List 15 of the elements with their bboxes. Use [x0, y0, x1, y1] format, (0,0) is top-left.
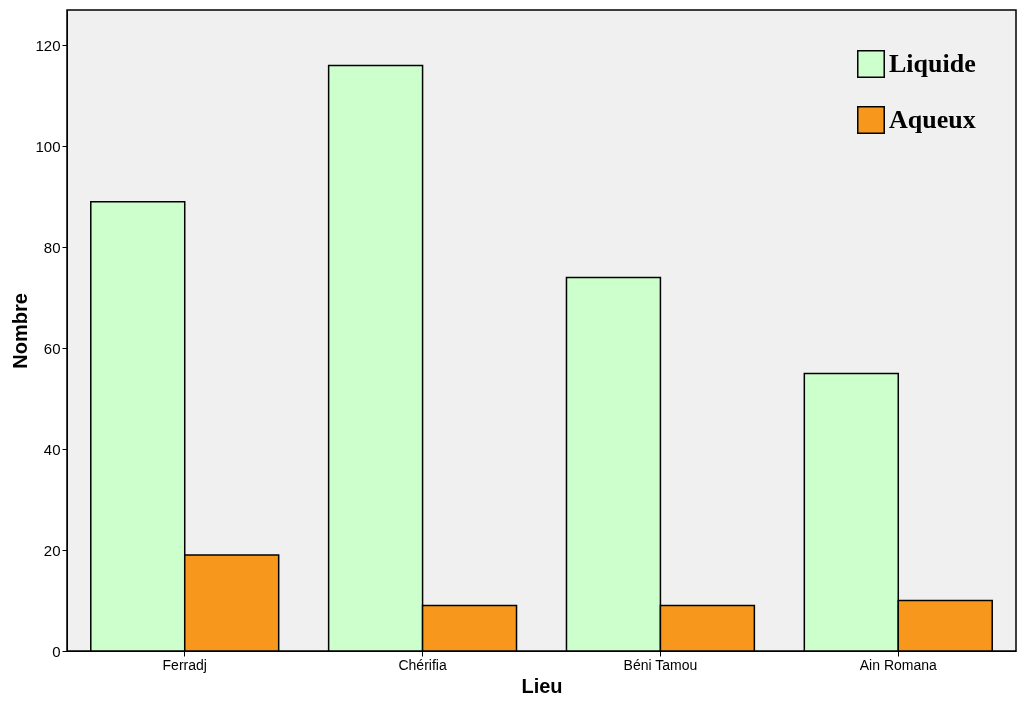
- x-axis-title: Lieu: [521, 674, 563, 697]
- y-tick-label: 20: [43, 541, 61, 559]
- legend-label: Liquide: [889, 49, 976, 78]
- legend-label: Aqueux: [889, 105, 976, 134]
- x-tick-label: Béni Tamou: [623, 656, 698, 673]
- x-tick-label: Ain Romana: [859, 656, 937, 673]
- y-tick-label: 80: [43, 238, 61, 256]
- y-tick-label: 40: [43, 440, 61, 458]
- x-tick-label: Ferradj: [162, 656, 207, 673]
- y-tick-label: 100: [35, 137, 61, 155]
- y-tick-label: 120: [35, 36, 61, 54]
- y-tick-label: 60: [43, 339, 61, 357]
- y-axis-title: Nombre: [9, 293, 32, 369]
- x-tick-label: Chérifia: [398, 656, 447, 673]
- y-tick-label: 0: [52, 642, 61, 660]
